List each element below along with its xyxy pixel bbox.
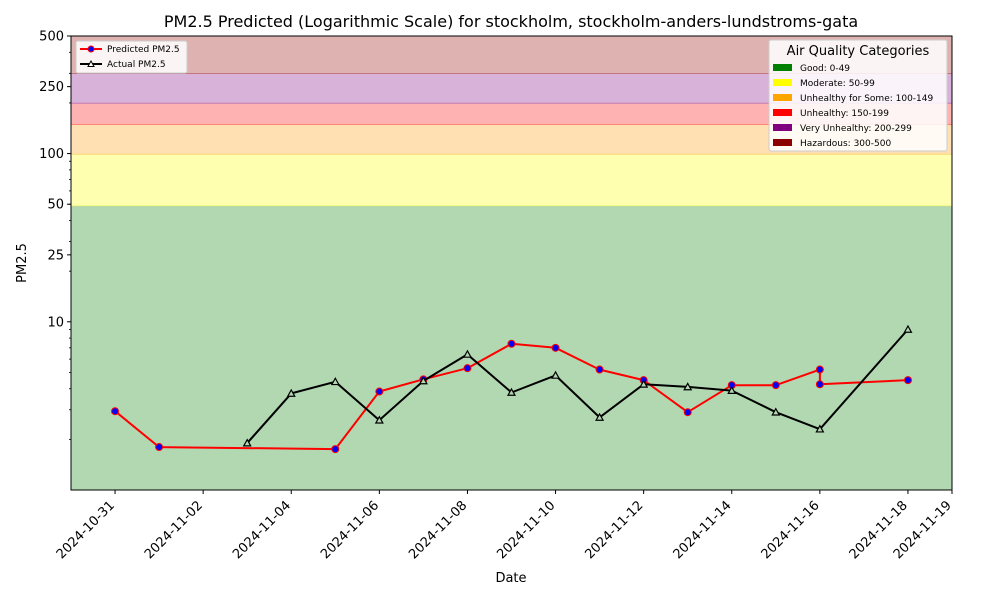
y-tick-label: 50 <box>47 198 64 213</box>
y-tick-label: 25 <box>47 248 64 263</box>
aqi-legend-label: Unhealthy for Some: 100-149 <box>800 94 933 104</box>
predicted-point <box>771 381 780 390</box>
actual-point <box>815 424 825 433</box>
aqi-band <box>71 103 952 125</box>
y-tick-label: 500 <box>39 30 64 45</box>
actual-point <box>903 324 913 333</box>
x-tick-label: 2024-10-31 <box>54 498 118 562</box>
predicted-point <box>595 365 604 374</box>
predicted-point <box>507 339 516 348</box>
actual-point <box>374 415 384 424</box>
actual-point <box>771 407 781 416</box>
series-legend-box <box>75 40 188 74</box>
predicted-point <box>903 376 912 385</box>
actual-point <box>242 438 252 447</box>
series-clip-group <box>111 324 913 454</box>
x-tick-label: 2024-11-16 <box>759 498 823 562</box>
legend-marker <box>87 45 95 53</box>
aqi-legend-box <box>768 39 948 152</box>
predicted-point <box>463 364 472 373</box>
x-axis-label: Date <box>495 571 526 586</box>
aqi-legend-swatch <box>773 79 792 86</box>
aqi-legend-swatch <box>773 109 792 116</box>
aqi-legend-swatch <box>773 124 792 131</box>
actual-point <box>727 385 737 394</box>
aqi-legend-label: Very Unhealthy: 200-299 <box>800 124 912 134</box>
x-tick-label: 2024-11-12 <box>582 498 646 562</box>
predicted-line <box>114 342 908 451</box>
chart-title: PM2.5 Predicted (Logarithmic Scale) for … <box>164 12 858 31</box>
x-axis: 2024-10-31 2024-11-02 2024-11-04 2024-11-06… <box>54 490 955 562</box>
x-tick-label: 2024-11-10 <box>494 498 558 562</box>
aqi-legend: Air Quality Categories Good: 0-49 Moderate… <box>768 39 948 152</box>
x-tick-label: 2024-11-02 <box>142 498 206 562</box>
series-legend-label: Predicted PM2.5 <box>107 45 180 55</box>
actual-point <box>462 349 472 358</box>
predicted-point <box>815 380 824 389</box>
predicted-point <box>815 365 824 374</box>
aqi-band <box>71 205 952 490</box>
aqi-legend-label: Hazardous: 300-500 <box>800 139 891 149</box>
actual-point <box>683 382 693 391</box>
actual-point <box>418 376 428 385</box>
actual-point <box>595 412 605 421</box>
x-tick-label: 2024-11-14 <box>671 498 735 562</box>
y-tick-label: 10 <box>47 315 64 330</box>
actual-point <box>639 379 649 388</box>
predicted-point <box>375 387 384 396</box>
predicted-point <box>331 445 340 454</box>
aqi-legend-swatch <box>773 139 792 146</box>
actual-point <box>286 388 296 397</box>
aqi-legend-title: Air Quality Categories <box>787 44 930 59</box>
aqi-band <box>71 154 952 206</box>
actual-point <box>551 370 561 379</box>
aqi-legend-label: Good: 0-49 <box>800 64 850 74</box>
predicted-point <box>155 443 164 452</box>
plot-frame <box>70 35 953 491</box>
x-tick-label: 2024-11-08 <box>406 498 470 562</box>
legend-marker <box>87 59 95 67</box>
series-layer <box>111 324 913 454</box>
x-tick-label: 2024-11-04 <box>230 498 294 562</box>
series-legend: Predicted PM2.5 Actual PM2.5 <box>75 40 188 74</box>
aqi-legend-label: Unhealthy: 150-199 <box>800 109 889 119</box>
y-tick-label: 100 <box>39 147 64 162</box>
predicted-point <box>111 407 120 416</box>
y-tick-label: 250 <box>39 80 64 95</box>
y-axis-label: PM2.5 <box>15 243 30 283</box>
x-tick-label: 2024-11-06 <box>318 498 382 562</box>
aqi-legend-swatch <box>773 64 792 71</box>
aqi-legend-label: Moderate: 50-99 <box>800 79 875 89</box>
series-legend-label: Actual PM2.5 <box>107 60 166 70</box>
predicted-point <box>683 408 692 417</box>
aqi-legend-swatch <box>773 94 792 101</box>
actual-point <box>330 377 340 386</box>
actual-point <box>506 387 517 396</box>
predicted-point <box>551 343 560 352</box>
y-axis: 10 25 50 100 250 500 <box>39 30 71 440</box>
